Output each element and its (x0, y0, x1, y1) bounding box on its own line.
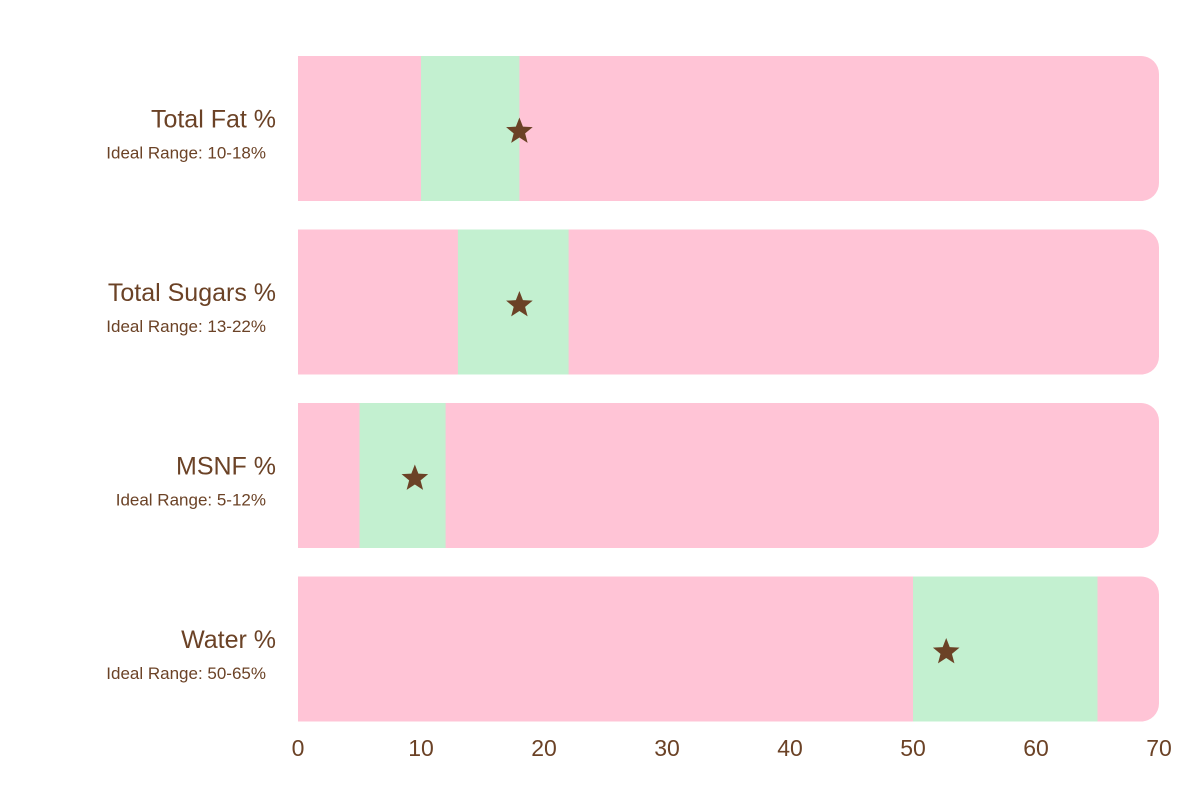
ideal-range-label: Ideal Range: 13-22% (106, 317, 266, 336)
x-tick-label: 60 (1023, 735, 1049, 761)
track-bar (298, 229, 1159, 375)
x-tick-label: 20 (531, 735, 557, 761)
metric-label: Total Fat % (151, 106, 276, 134)
ideal-range-label: Ideal Range: 50-65% (106, 664, 266, 683)
value-marker-star-icon (506, 117, 533, 143)
x-tick-label: 30 (654, 735, 680, 761)
x-tick-label: 40 (777, 735, 803, 761)
x-tick-label: 70 (1146, 735, 1172, 761)
track-bar (298, 403, 1159, 548)
value-marker-star-icon (401, 464, 429, 490)
value-marker-star-icon (932, 638, 960, 664)
ideal-range-bar (359, 403, 446, 548)
ideal-range-label: Ideal Range: 10-18% (106, 144, 266, 163)
metric-label: MSNF % (176, 453, 276, 481)
ideal-range-bar (421, 56, 520, 201)
x-tick-label: 0 (292, 735, 305, 761)
ideal-range-label: Ideal Range: 5-12% (116, 491, 266, 510)
value-marker-star-icon (506, 291, 533, 317)
metric-label: Total Sugars % (108, 279, 276, 307)
x-tick-label: 10 (408, 735, 434, 761)
metric-label: Water % (181, 626, 276, 654)
x-tick-label: 50 (900, 735, 926, 761)
